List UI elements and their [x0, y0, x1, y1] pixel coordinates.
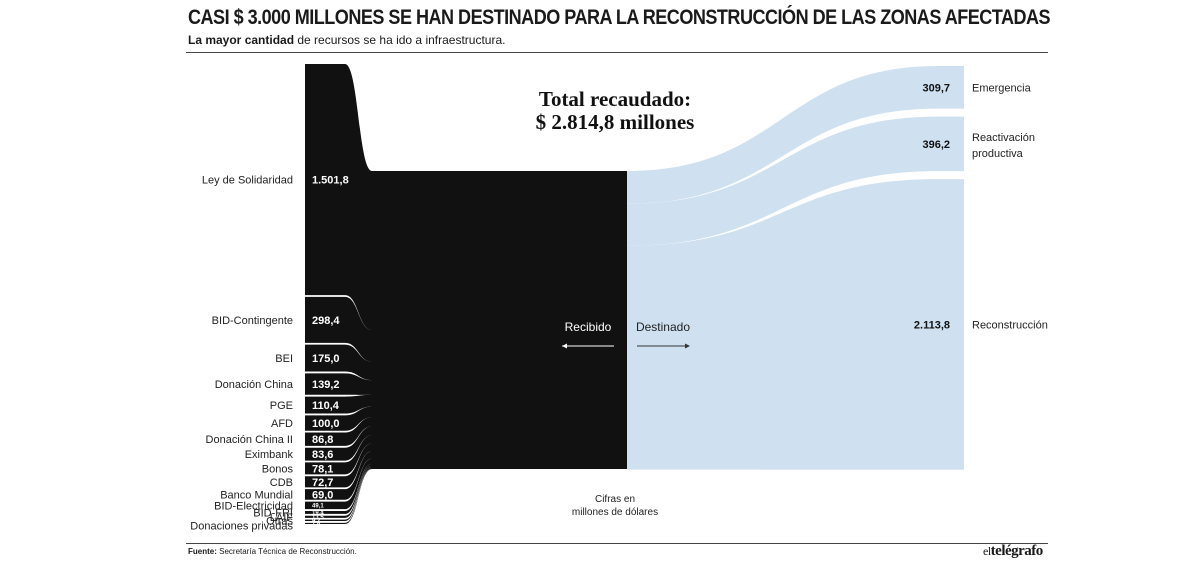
source-band-bid-fri: [305, 463, 372, 514]
source-value-eximbank: 83,6: [312, 449, 333, 461]
source-label-bid-contingente: BID-Contingente: [212, 315, 293, 327]
source-label-donacion-china: Donación China: [215, 379, 294, 391]
source-value-banco-mundial: 69,0: [312, 489, 333, 501]
destined-arrow-head: [685, 343, 690, 349]
source-value-ley-de-solidaridad: 1.501,8: [312, 175, 349, 187]
chart-subtitle: La mayor cantidad de recursos se ha ido …: [188, 33, 505, 47]
source-label-afd: AFD: [271, 418, 293, 430]
source-band-laif: [305, 465, 372, 518]
source-band-eximbank: [305, 426, 372, 461]
source-band-bid-electricidad: [305, 458, 372, 510]
source-text: Secretaría Técnica de Reconstrucción.: [216, 547, 357, 556]
source-label-otras: Otras: [266, 515, 293, 527]
source-value-laif: 13,5: [312, 515, 324, 521]
destined-label: Destinado: [636, 320, 690, 334]
source-label-eximbank: Eximbank: [245, 449, 294, 461]
source-value-bonos: 78,1: [312, 463, 333, 475]
source-value-donaciones-privadas: 7,6: [312, 521, 321, 527]
chart-title: CASI $ 3.000 MILLONES SE HAN DESTINADO P…: [188, 6, 1051, 29]
source-value-bid-fri: 19,4: [312, 510, 324, 516]
source-value-pge: 110,4: [312, 400, 340, 412]
source-value-donacion-china-ii: 86,8: [312, 434, 333, 446]
source-label-donaciones-privadas: Donaciones privadas: [190, 520, 293, 532]
source-label-cdb: CDB: [270, 477, 293, 489]
unit-note-line2: millones de dólares: [572, 507, 658, 518]
source-label-laif: LAIF: [270, 512, 294, 524]
destination-band-reconstruccion: [627, 179, 964, 470]
source-band-pge: [305, 394, 372, 414]
source-label-donacion-china-ii: Donación China II: [206, 434, 293, 446]
source-note: Fuente: Secretaría Técnica de Reconstruc…: [188, 547, 357, 556]
source-value-bid-electricidad: 49,1: [312, 503, 324, 509]
source-band-cdb: [305, 443, 372, 488]
destination-band-emergencia: [627, 66, 964, 204]
source-label: Fuente:: [188, 547, 217, 556]
received-label: Recibido: [565, 320, 612, 334]
source-band-afd: [305, 406, 372, 431]
destination-label-emergencia: Emergencia: [972, 82, 1032, 94]
source-band-bei: [305, 344, 372, 381]
logo-name: telégrafo: [990, 543, 1044, 559]
destination-label-reconstruccion: Reconstrucción: [972, 319, 1048, 331]
publisher-logo: eltelégrafo: [983, 543, 1043, 560]
source-label-pge: PGE: [270, 400, 293, 412]
source-value-bei: 175,0: [312, 353, 340, 365]
unit-note-line1: Cifras en: [595, 494, 635, 505]
source-label-bei: BEI: [275, 353, 293, 365]
destination-band-reactivacion: [627, 116, 964, 246]
subtitle-rest: de recursos se ha ido a infraestructura.: [294, 33, 506, 47]
destination-label-reactivacion-line2: productiva: [972, 148, 1024, 160]
top-rule: [186, 52, 1048, 53]
source-band-banco-mundial: [305, 451, 372, 500]
source-label-ley-de-solidaridad: Ley de Solidaridad: [202, 175, 293, 187]
destination-value-reconstruccion: 2.113,8: [914, 319, 950, 331]
source-label-bid-fri: BID-FRI: [253, 507, 293, 519]
source-value-bid-contingente: 298,4: [312, 315, 340, 327]
logo-prefix: el: [983, 544, 991, 558]
subtitle-bold: La mayor cantidad: [188, 33, 295, 47]
source-band-donacion-china-ii: [305, 417, 372, 446]
source-band-donacion-china: [305, 373, 372, 395]
destination-value-emergencia: 309,7: [922, 82, 950, 94]
source-band-otras: [305, 467, 372, 522]
source-band-bid-contingente: [305, 296, 372, 362]
source-label-bid-electricidad: BID-Electricidad: [214, 500, 293, 512]
source-band-bonos: [305, 435, 372, 475]
source-value-cdb: 72,7: [312, 477, 333, 489]
destination-label-reactivacion: Reactivación: [972, 132, 1035, 144]
bottom-rule: [186, 543, 1048, 544]
received-block: [371, 171, 627, 469]
source-label-bonos: Bonos: [262, 463, 294, 475]
total-amount: $ 2.814,8 millones: [536, 110, 695, 134]
destination-value-reactivacion: 396,2: [922, 139, 950, 151]
source-band-ley-de-solidaridad: [305, 64, 372, 331]
source-label-banco-mundial: Banco Mundial: [220, 489, 293, 501]
source-value-donacion-china: 139,2: [312, 379, 340, 391]
source-value-afd: 100,0: [312, 418, 340, 430]
total-title: Total recaudado:: [539, 87, 691, 111]
source-value-otras: 9,2: [312, 518, 321, 524]
received-arrow-head: [562, 343, 567, 349]
